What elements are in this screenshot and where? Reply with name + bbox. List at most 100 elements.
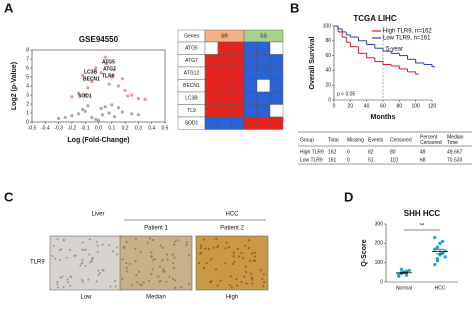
nucleus [101, 268, 104, 272]
point [438, 241, 442, 246]
heat-cell [230, 54, 245, 68]
nucleus [185, 241, 189, 244]
nucleus [59, 276, 62, 279]
heat-cell [243, 91, 258, 105]
point [443, 249, 447, 253]
nucleus [188, 254, 191, 257]
heat-cell [204, 91, 219, 105]
nucleus [79, 264, 82, 267]
table-header: Group [300, 137, 314, 143]
heat-cell [269, 116, 284, 130]
heat-cell [269, 79, 284, 93]
point [86, 86, 90, 90]
heat-cell [243, 116, 258, 130]
legend-label: High TLR9, n=162 [383, 29, 432, 35]
point [107, 111, 111, 115]
point [96, 118, 101, 122]
point [80, 73, 85, 77]
heat-cell [256, 79, 271, 93]
nucleus [138, 283, 142, 286]
point [86, 104, 90, 108]
nucleus [151, 238, 155, 242]
gene-label: TLR9 [102, 73, 115, 79]
nucleus [262, 285, 265, 288]
table-cell: 70.533 [447, 157, 463, 163]
point [104, 61, 109, 66]
nucleus [81, 248, 84, 251]
point [83, 93, 87, 97]
level-label: Median [146, 295, 166, 301]
point [57, 116, 61, 120]
nucleus [174, 279, 177, 282]
x-tick-label: 0.3 [135, 125, 142, 131]
heat-cell [269, 54, 284, 68]
x-tick-label: 0.4 [148, 125, 155, 131]
point [433, 262, 437, 267]
y-tick-label: 5 [26, 74, 29, 80]
point [99, 106, 103, 111]
heat-cell [269, 41, 284, 55]
nucleus [202, 266, 206, 270]
nucleus [121, 277, 124, 280]
heat-cell [256, 54, 271, 68]
y-axis-label: Log2 (p-Value) [11, 62, 18, 110]
nucleus [228, 246, 231, 249]
point [110, 103, 114, 107]
heat-cell [256, 91, 271, 105]
nucleus [180, 285, 183, 289]
nucleus [248, 259, 252, 262]
table-cell: 49.667 [447, 149, 463, 155]
nucleus [125, 267, 128, 270]
nucleus [250, 276, 254, 280]
nucleus [130, 284, 134, 287]
nucleus [232, 251, 235, 254]
nucleus [237, 255, 241, 258]
point [103, 105, 107, 109]
nucleus [210, 258, 213, 261]
nucleus [146, 241, 149, 245]
header: SR [221, 33, 228, 39]
y-axis-label: Overall Survival [309, 36, 316, 89]
nucleus [90, 260, 94, 263]
point [435, 245, 440, 249]
point [120, 110, 125, 114]
point [404, 273, 409, 277]
nucleus [231, 262, 234, 266]
heat-cell [204, 41, 219, 55]
heat-cell [269, 104, 284, 118]
y-tick-label: 2 [26, 101, 29, 107]
nucleus [253, 255, 257, 258]
gene-name: BECN1 [183, 83, 200, 89]
point [399, 267, 404, 272]
nucleus [91, 256, 95, 260]
heat-cell [204, 54, 219, 68]
nucleus [56, 280, 59, 284]
point [103, 55, 107, 59]
panel-label: D [344, 189, 353, 204]
nucleus [62, 238, 65, 241]
nucleus [157, 275, 160, 278]
nucleus [61, 275, 64, 278]
x-tick-label: 100 [411, 103, 420, 109]
level-label: Low [80, 295, 92, 301]
nucleus [247, 239, 251, 242]
nucleus [87, 278, 90, 281]
nucleus [171, 262, 175, 265]
nucleus [216, 244, 220, 248]
nucleus [158, 280, 161, 283]
patient-label: Patient 1 [144, 226, 168, 232]
heat-cell [217, 104, 232, 118]
heat-cell [230, 41, 245, 55]
nucleus [54, 257, 57, 260]
x-tick-label: 0.5 [162, 125, 169, 131]
nucleus [166, 258, 169, 261]
y-tick-label: 100 [323, 23, 332, 29]
nucleus [224, 262, 227, 265]
point [443, 255, 447, 259]
nucleus [80, 278, 83, 282]
nucleus [159, 244, 162, 247]
nucleus [202, 238, 205, 241]
y-tick-label: 0 [26, 119, 29, 125]
point [435, 259, 440, 263]
